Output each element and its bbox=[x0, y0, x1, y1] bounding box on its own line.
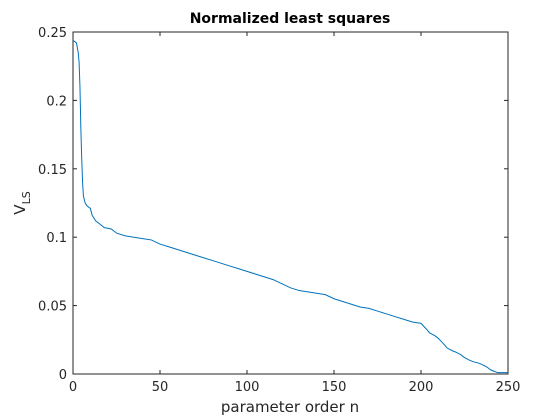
x-tick-label: 150 bbox=[322, 380, 347, 395]
x-tick-label: 200 bbox=[409, 380, 434, 395]
y-tick-label: 0.1 bbox=[46, 231, 67, 246]
x-tick-label: 250 bbox=[496, 380, 521, 395]
y-axis-label-main: V bbox=[11, 204, 29, 215]
axis-tick-labels: 0 50 100 150 200 250 0 0.05 0.1 0.15 0.2 0.25 bbox=[38, 26, 520, 395]
x-axis-label: parameter order n bbox=[221, 398, 359, 416]
y-tick-label: 0.25 bbox=[38, 26, 67, 41]
series-line bbox=[72, 39, 508, 374]
x-tick-label: 100 bbox=[235, 380, 260, 395]
axis-ticks bbox=[72, 31, 509, 375]
y-tick-label: 0 bbox=[59, 368, 67, 383]
y-axis-label: VLS bbox=[11, 191, 33, 214]
plot-area: 0 50 100 150 200 250 0 0.05 0.1 0.15 0.2 0.25 bbox=[38, 26, 520, 395]
y-axis-label-subscript: LS bbox=[20, 191, 33, 204]
y-tick-label: 0.05 bbox=[38, 300, 67, 315]
axes-box bbox=[72, 31, 509, 375]
x-tick-label: 0 bbox=[69, 380, 77, 395]
y-tick-label: 0.15 bbox=[38, 163, 67, 178]
chart-title: Normalized least squares bbox=[190, 11, 391, 27]
x-tick-label: 50 bbox=[152, 380, 169, 395]
y-tick-label: 0.2 bbox=[46, 94, 67, 109]
